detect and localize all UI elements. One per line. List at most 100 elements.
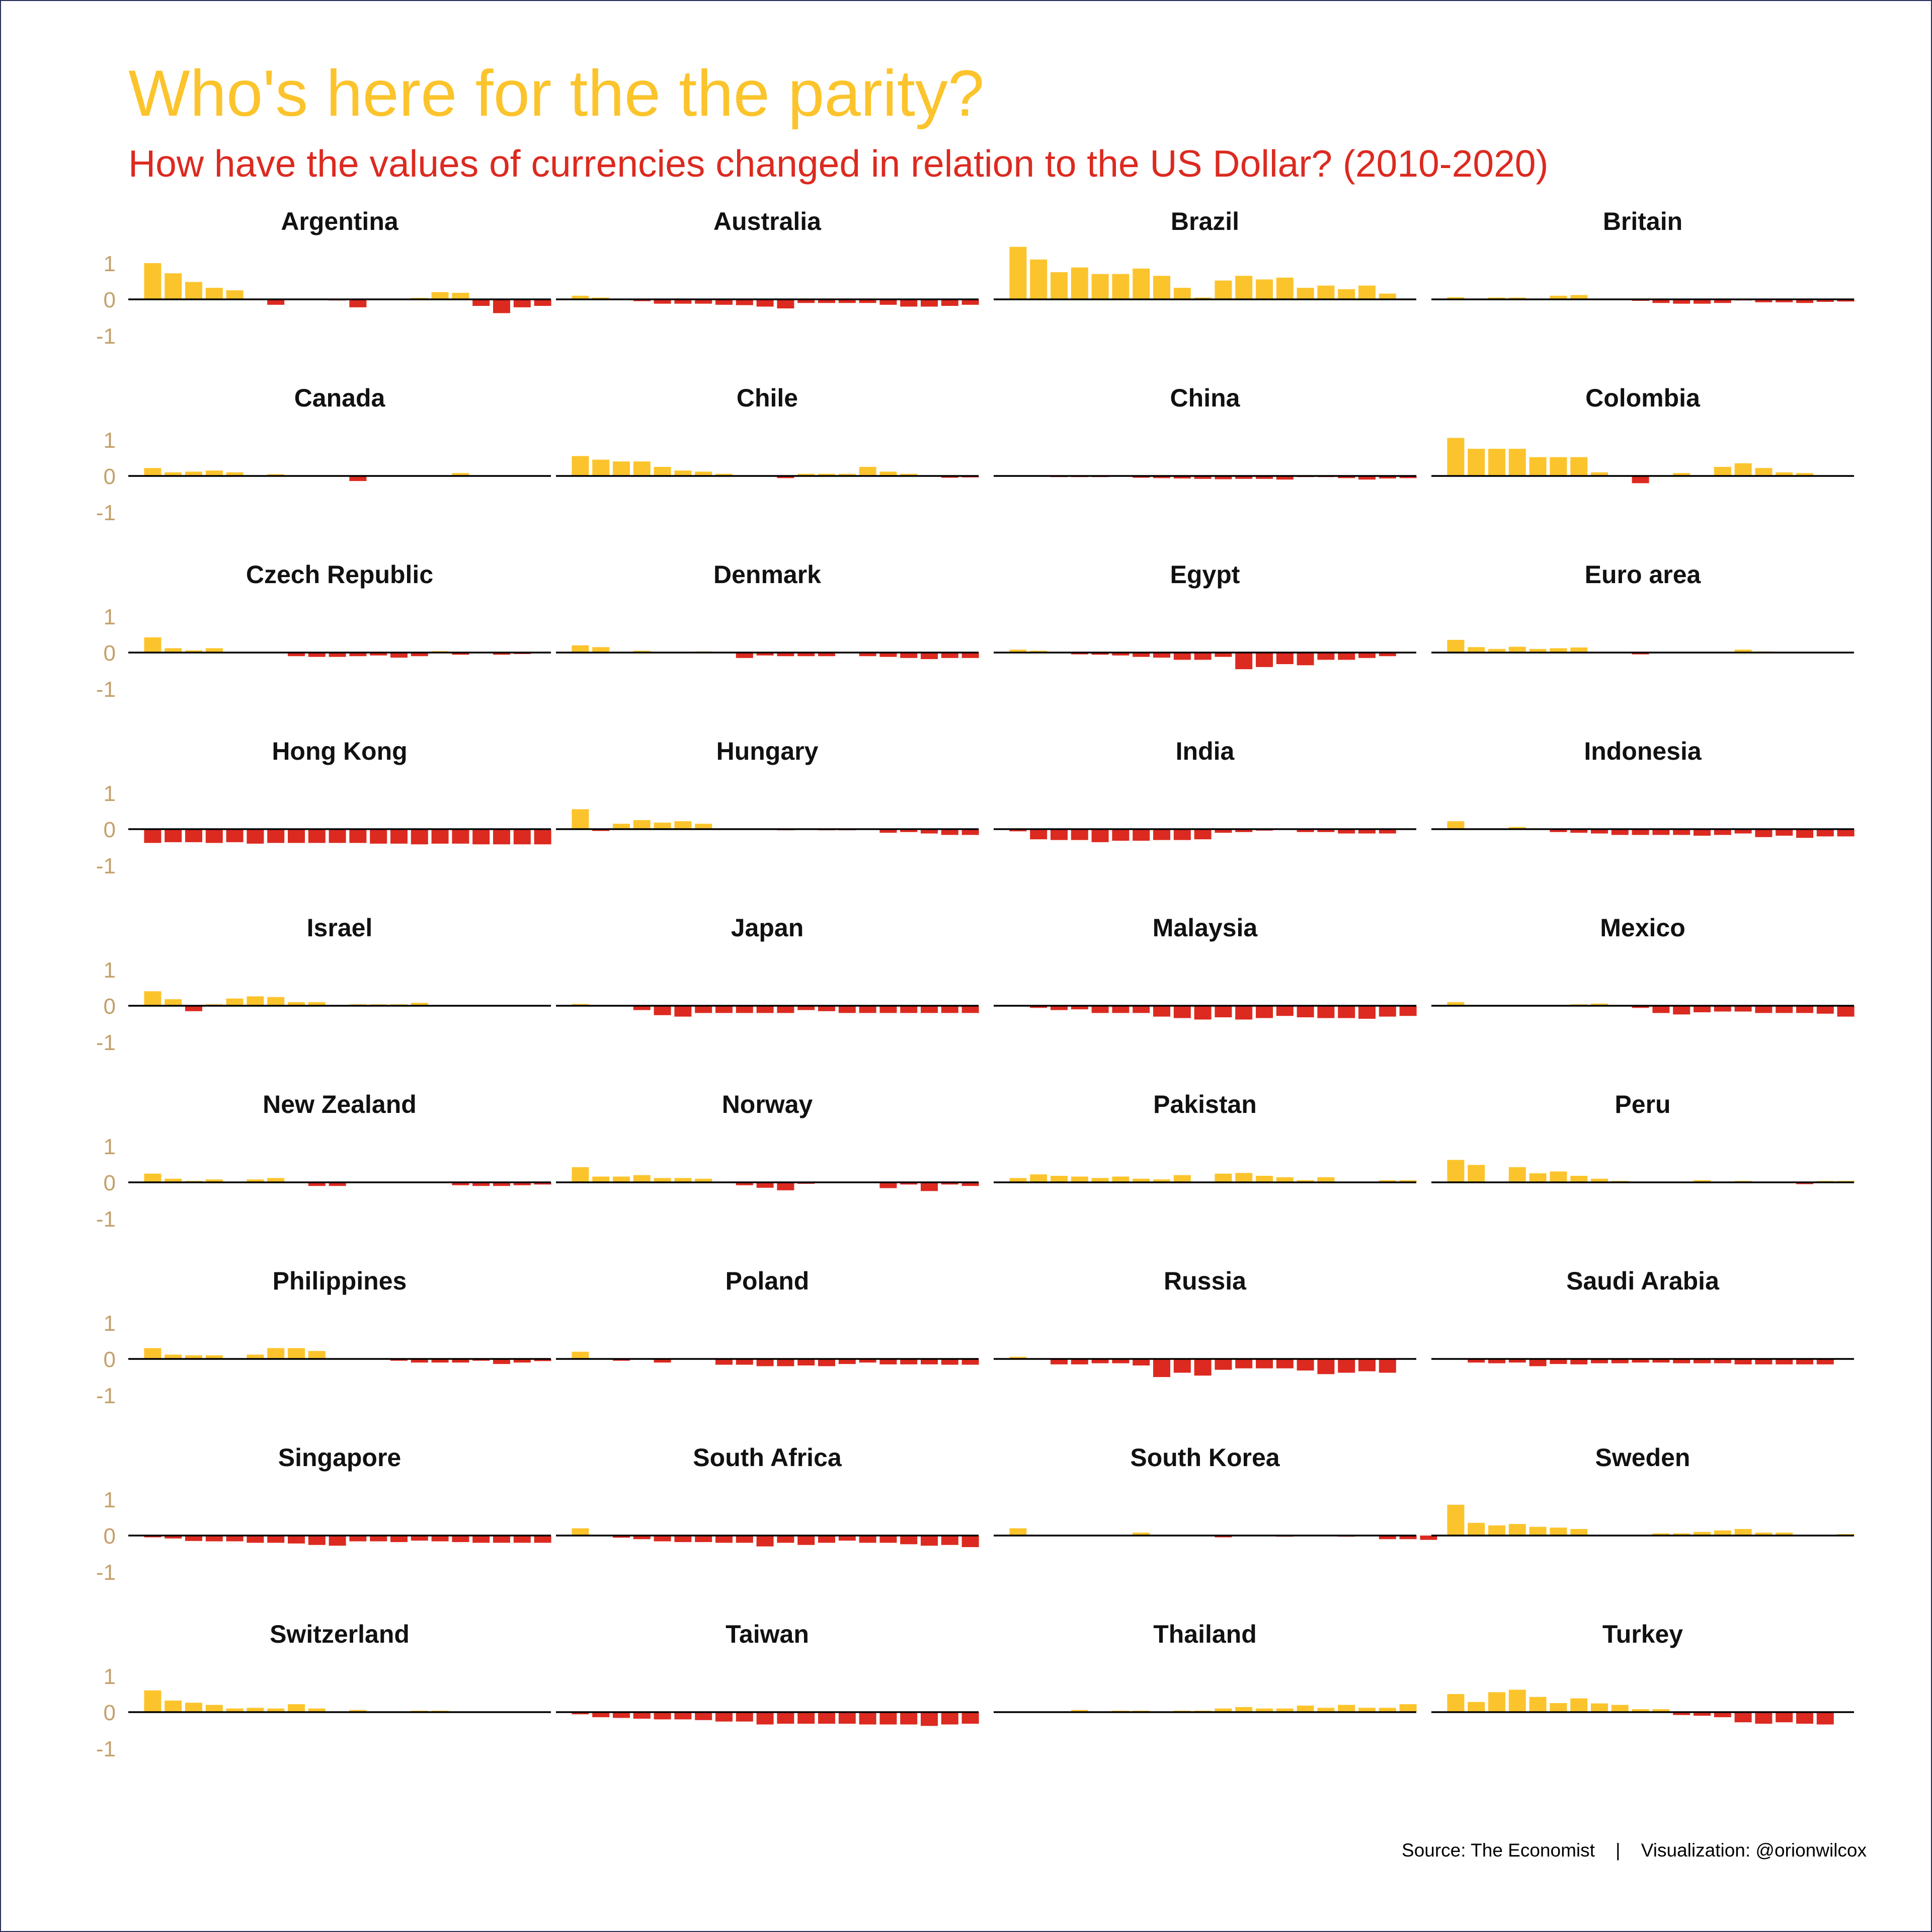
bar	[1508, 1359, 1526, 1363]
panel-title: Mexico	[1600, 914, 1685, 942]
bar	[1338, 829, 1355, 834]
bar	[1488, 297, 1505, 299]
bar	[1379, 1536, 1396, 1540]
bar	[736, 1536, 753, 1543]
bar	[879, 1536, 897, 1543]
bar	[1338, 476, 1355, 478]
panel-title: Euro area	[1585, 560, 1702, 589]
bar	[674, 821, 692, 829]
bar	[859, 1712, 876, 1725]
bar	[1652, 1006, 1670, 1013]
bar	[1297, 829, 1314, 832]
bar	[1508, 827, 1526, 829]
bar	[1652, 829, 1670, 835]
caption-separator: |	[1616, 1840, 1621, 1861]
bar	[572, 645, 589, 653]
bar	[1091, 1359, 1109, 1363]
bar	[1591, 472, 1608, 476]
bar	[921, 1712, 938, 1726]
bar	[1734, 650, 1752, 653]
bar	[226, 1536, 244, 1542]
bar	[493, 299, 510, 313]
bar	[185, 1536, 202, 1541]
bar	[1379, 476, 1396, 478]
y-tick-label: -1	[96, 1207, 116, 1232]
bar	[1030, 651, 1048, 653]
bar	[1194, 297, 1212, 299]
y-tick-label: 1	[104, 958, 116, 983]
bar	[144, 263, 162, 299]
bar	[205, 470, 223, 476]
bar	[308, 1182, 326, 1186]
bar	[1379, 1359, 1396, 1373]
bar	[1632, 1709, 1649, 1712]
y-tick-label: -1	[96, 677, 116, 702]
bar	[1112, 1359, 1130, 1363]
bar	[961, 1359, 979, 1365]
bar	[1714, 1530, 1731, 1536]
bar	[1112, 1006, 1130, 1013]
bar	[633, 1536, 651, 1540]
bar	[1796, 1182, 1813, 1184]
bar	[1468, 1522, 1485, 1536]
bar	[226, 998, 244, 1006]
bar	[534, 1182, 551, 1185]
bar	[797, 1359, 815, 1365]
panel-title: Saudi Arabia	[1566, 1267, 1720, 1295]
y-tick-label: -1	[96, 324, 116, 349]
bar	[1215, 476, 1232, 479]
panel-malaysia: Malaysia	[994, 914, 1417, 1020]
bar	[592, 647, 610, 653]
bar	[961, 1182, 979, 1186]
bar	[1297, 1359, 1314, 1371]
bar	[1317, 1708, 1335, 1712]
bar	[961, 653, 979, 658]
bar	[941, 829, 958, 835]
bar	[1611, 1359, 1629, 1363]
bar	[1071, 267, 1088, 299]
bar	[1468, 647, 1485, 653]
bar	[1570, 295, 1588, 299]
bar	[1673, 299, 1691, 304]
bar	[879, 1006, 897, 1013]
y-tick-label: 0	[104, 1701, 116, 1725]
bar	[1071, 1359, 1088, 1364]
bar	[879, 653, 897, 657]
bar	[370, 1536, 387, 1542]
bar	[1776, 1006, 1793, 1013]
bar	[1591, 1003, 1608, 1006]
bar	[1051, 1176, 1068, 1182]
bar	[349, 299, 367, 307]
bar	[1550, 1703, 1567, 1712]
bar	[695, 1006, 712, 1013]
bar	[1837, 829, 1855, 837]
bar	[205, 648, 223, 653]
bar	[1488, 1359, 1505, 1363]
bar	[1508, 647, 1526, 653]
bar	[493, 653, 510, 655]
bar	[1399, 1704, 1417, 1712]
panel-colombia: Colombia	[1431, 384, 1854, 484]
bar	[1051, 829, 1068, 840]
bar	[1379, 1180, 1396, 1182]
bar	[777, 653, 794, 657]
bar	[756, 1359, 774, 1366]
bar	[838, 1536, 856, 1541]
panel-new-zealand: New Zealand 1 0 -1	[96, 1090, 551, 1232]
bar	[838, 1712, 856, 1724]
y-tick-label: -1	[96, 1030, 116, 1055]
panel-title: Israel	[307, 914, 373, 942]
bar	[736, 653, 753, 658]
panel-title: Hungary	[716, 737, 819, 765]
bar	[1591, 1703, 1608, 1712]
bar	[674, 1178, 692, 1182]
bar	[1215, 829, 1232, 833]
bar	[1091, 1006, 1109, 1013]
bar	[1317, 1177, 1335, 1182]
bar	[1694, 1359, 1711, 1363]
panel-title: Poland	[726, 1267, 810, 1295]
bar	[1235, 1006, 1253, 1020]
bar	[633, 1006, 651, 1010]
bar	[1256, 279, 1273, 299]
bar	[185, 1703, 202, 1712]
